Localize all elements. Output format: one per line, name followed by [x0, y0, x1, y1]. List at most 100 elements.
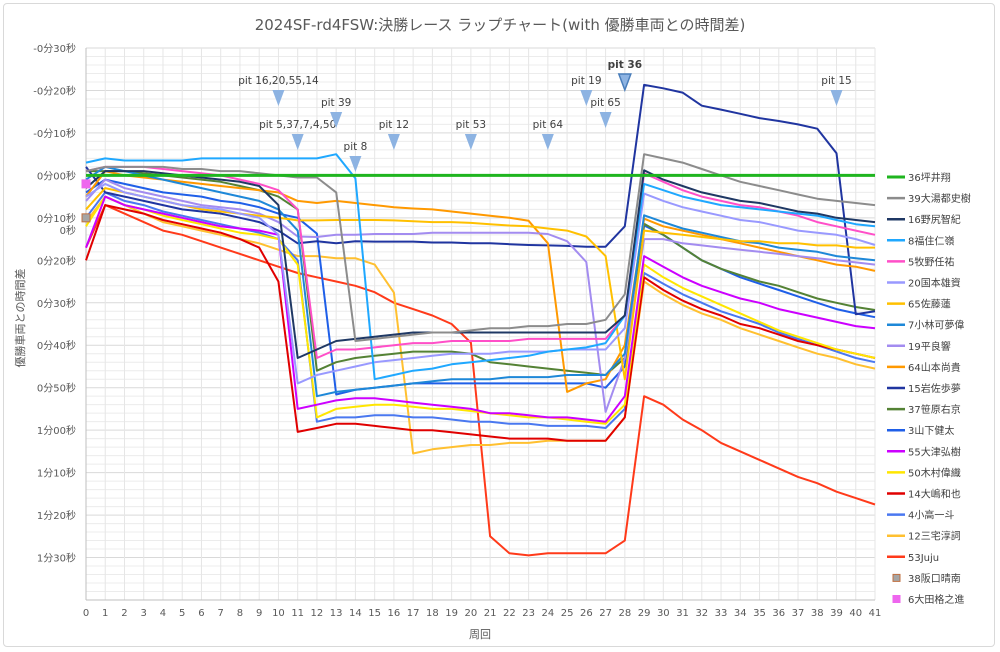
- legend-item: 20国本雄資: [887, 277, 961, 290]
- x-tick-label: 8: [237, 608, 243, 619]
- legend-label: 6大田格之進: [908, 593, 964, 606]
- series-line-14大嶋和也: [85, 204, 876, 442]
- marker-38阪口晴南: [81, 213, 91, 223]
- y-tick-label: 1分00秒: [37, 424, 76, 437]
- y-tick-label: 1分10秒: [37, 467, 76, 480]
- legend-label: 5牧野任祐: [908, 255, 954, 268]
- x-tick-label: 39: [830, 608, 843, 619]
- x-tick-label: 20: [465, 608, 478, 619]
- x-tick-label: 32: [695, 608, 708, 619]
- x-tick-label: 10: [272, 608, 285, 619]
- x-tick-label: 30: [657, 608, 670, 619]
- legend-label: 4小高一斗: [908, 509, 954, 522]
- pit-marker-icon: [830, 90, 843, 106]
- legend-label: 8福住仁嶺: [908, 234, 954, 247]
- legend-label: 38阪口晴南: [908, 572, 961, 585]
- x-tick-label: 13: [330, 608, 343, 619]
- legend-label: 55大津弘樹: [908, 445, 961, 458]
- x-tick-label: 27: [599, 608, 612, 619]
- x-tick-label: 38: [811, 608, 824, 619]
- legend-label: 15岩佐歩夢: [908, 382, 961, 395]
- legend-label: 7小林可夢偉: [908, 319, 964, 332]
- pit-marker-icon: [580, 90, 593, 106]
- legend-item: 14大嶋和也: [887, 488, 961, 501]
- y-tick-label: -0分30秒: [33, 42, 76, 55]
- x-tick-label: 0: [83, 608, 89, 619]
- series-line-20国本雄資: [85, 182, 876, 385]
- pit-label: pit 64: [533, 119, 564, 131]
- legend-label: 3山下健太: [908, 424, 954, 437]
- legend-item: 36坪井翔: [887, 171, 951, 184]
- pit-annotations: pit 16,20,55,14 pit 5,37,7,4,50 pit 39 pit …: [238, 59, 852, 172]
- x-tick-label: 28: [618, 608, 631, 619]
- series-line-50木村偉織: [85, 195, 876, 425]
- y-tick-label: 0分30秒: [37, 297, 76, 310]
- x-tick-label: 4: [160, 608, 166, 619]
- pit-label: pit 15: [821, 75, 851, 87]
- pit-label: pit 36: [608, 59, 642, 71]
- legend-item: 7小林可夢偉: [887, 319, 964, 332]
- pit-marker-icon: [330, 112, 343, 128]
- series-line-55大津弘樹: [85, 195, 876, 423]
- legend-label: 50木村偉織: [908, 466, 961, 479]
- y-tick-label: 0分50秒: [37, 382, 76, 395]
- x-tick-label: 22: [503, 608, 516, 619]
- pit-marker-icon: [387, 134, 400, 150]
- y-axis-title: 優勝車両との時間差: [13, 269, 27, 368]
- x-tick-label: 34: [734, 608, 747, 619]
- pit-marker-icon: [541, 134, 554, 150]
- legend-label: 37笹原右京: [908, 403, 961, 416]
- legend-item: 16野尻智紀: [887, 213, 961, 226]
- x-tick-label: 18: [426, 608, 439, 619]
- legend-item: 6大田格之進: [892, 593, 964, 606]
- x-tick-label: 35: [753, 608, 766, 619]
- y-overlap-label: 0秒: [60, 224, 76, 237]
- series-line-4小高一斗: [85, 191, 876, 429]
- pit-marker-icon: [464, 134, 477, 150]
- marker-6大田格之進: [81, 179, 91, 189]
- series-line-53Juju: [85, 204, 876, 557]
- pit-marker-icon: [617, 73, 632, 93]
- legend-item: 12三宅淳詞: [887, 530, 961, 543]
- pit-label: pit 19: [571, 75, 601, 87]
- x-tick-label: 1: [102, 608, 108, 619]
- legend-label: 36坪井翔: [908, 171, 951, 184]
- x-tick-label: 19: [445, 608, 458, 619]
- y-tick-label: 0分00秒: [37, 169, 76, 182]
- series-line-15岩佐歩夢: [85, 83, 876, 316]
- x-tick-label: 24: [541, 608, 554, 619]
- x-tick-label: 15: [368, 608, 381, 619]
- legend-item: 8福住仁嶺: [887, 234, 954, 247]
- x-tick-label: 2: [121, 608, 127, 619]
- x-tick-label: 16: [388, 608, 401, 619]
- x-tick-label: 11: [291, 608, 304, 619]
- legend-label: 20国本雄資: [908, 277, 961, 290]
- x-tick-label: 7: [218, 608, 224, 619]
- legend-label: 14大嶋和也: [908, 488, 961, 501]
- chart-title: 2024SF-rd4FSW:決勝レース ラップチャート(with 優勝車両との時…: [255, 16, 746, 34]
- legend-item: 4小高一斗: [887, 509, 954, 522]
- x-tick-label: 25: [561, 608, 574, 619]
- x-tick-label: 29: [638, 608, 651, 619]
- x-tick-label: 5: [179, 608, 185, 619]
- chart-frame: [3, 3, 995, 647]
- pit-marker-icon: [349, 156, 362, 172]
- series-line-39大湯都史樹: [85, 153, 876, 342]
- pit-label: pit 65: [590, 97, 620, 109]
- legend-item: 50木村偉織: [887, 466, 961, 479]
- pit-label: pit 5,37,7,4,50: [259, 119, 336, 131]
- legend-item: 55大津弘樹: [887, 445, 961, 458]
- x-tick-label: 9: [256, 608, 262, 619]
- pit-label: pit 8: [344, 141, 368, 153]
- pit-marker-icon: [599, 112, 612, 128]
- legend-item: 64山本尚貴: [887, 361, 961, 374]
- legend-item: 53Juju: [887, 553, 939, 564]
- legend-marker: [892, 595, 901, 603]
- legend-label: 64山本尚貴: [908, 361, 961, 374]
- legend-label: 39大湯都史樹: [908, 192, 971, 205]
- x-tick-label: 23: [522, 608, 535, 619]
- y-tick-label: 0分20秒: [37, 254, 76, 267]
- x-tick-label: 33: [715, 608, 728, 619]
- legend-label: 16野尻智紀: [908, 213, 961, 226]
